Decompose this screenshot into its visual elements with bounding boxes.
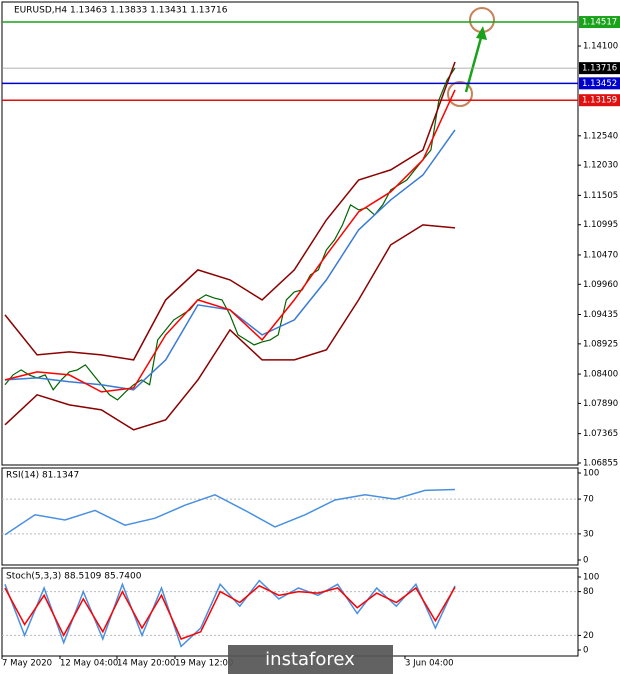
header: EURUSD,H4 1.13463 1.13833 1.13431 1.1371… bbox=[14, 6, 228, 16]
stoch-title: Stoch(5,3,3) 88.5109 85.7400 bbox=[6, 572, 142, 582]
series-line bbox=[4, 129, 456, 391]
y-tick-label: 70 bbox=[583, 495, 594, 505]
x-tick-label: 12 May 04:00 bbox=[60, 659, 118, 669]
y-tick-label: 1.09435 bbox=[583, 310, 618, 320]
price-label: 1.13159 bbox=[582, 96, 617, 106]
series-line bbox=[4, 61, 456, 361]
price-label: 1.13716 bbox=[582, 64, 617, 74]
series-line bbox=[4, 224, 456, 431]
y-tick-label: 1.10470 bbox=[583, 250, 618, 260]
y-tick-label: 1.12540 bbox=[583, 131, 618, 141]
y-tick-label: 1.07890 bbox=[583, 399, 618, 409]
main-panel bbox=[1, 1, 579, 466]
y-tick-label: 20 bbox=[583, 631, 594, 641]
y-tick-label: 1.11505 bbox=[583, 191, 618, 201]
y-tick-label: 0 bbox=[583, 646, 588, 656]
y-tick-label: 1.08925 bbox=[583, 339, 618, 349]
price-label-box bbox=[579, 94, 620, 107]
price-label: 1.13452 bbox=[582, 79, 617, 89]
up-arrow bbox=[464, 33, 484, 93]
series-line bbox=[4, 584, 456, 640]
x-tick-label: 19 May 12:00 bbox=[175, 659, 233, 669]
series-line bbox=[4, 579, 456, 648]
y-tick-label: 1.09960 bbox=[583, 280, 618, 290]
y-tick-label: 80 bbox=[583, 587, 594, 597]
y-tick-label: 30 bbox=[583, 529, 594, 539]
price-label-box bbox=[579, 16, 620, 29]
x-tick-label: 3 Jun 04:00 bbox=[405, 659, 454, 669]
price-label-box bbox=[579, 77, 620, 90]
price-label-box bbox=[579, 62, 620, 75]
watermark-box bbox=[228, 645, 393, 674]
y-tick-label: 0 bbox=[583, 556, 588, 566]
y-tick-label: 1.10995 bbox=[583, 220, 618, 230]
x-tick-label: 7 May 2020 bbox=[2, 659, 52, 669]
y-tick-label: 100 bbox=[583, 573, 599, 583]
y-tick-label: 1.08400 bbox=[583, 370, 618, 380]
y-tick-label: 1.07365 bbox=[583, 429, 618, 439]
y-tick-label: 100 bbox=[583, 469, 599, 479]
entry-circle bbox=[447, 81, 473, 107]
y-tick-label: 1.12030 bbox=[583, 161, 618, 171]
y-tick-label: 1.06855 bbox=[583, 458, 618, 468]
x-tick-label: 14 May 20:00 bbox=[117, 659, 175, 669]
up-arrowhead bbox=[476, 26, 487, 40]
rsi-title: RSI(14) 81.1347 bbox=[6, 471, 79, 481]
watermark: instaforex bbox=[265, 649, 355, 670]
price-label: 1.14517 bbox=[582, 18, 617, 28]
y-tick-label: 1.14100 bbox=[583, 42, 618, 52]
series-line bbox=[4, 89, 456, 393]
series-line bbox=[4, 488, 456, 536]
series-line bbox=[4, 67, 456, 401]
rsi-panel bbox=[1, 467, 579, 566]
